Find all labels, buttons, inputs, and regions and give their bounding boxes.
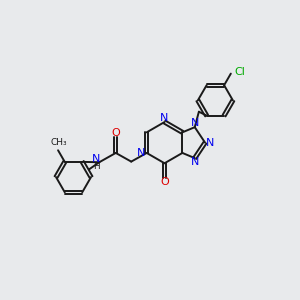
Text: N: N — [92, 154, 100, 164]
Text: O: O — [160, 177, 169, 187]
Text: N: N — [137, 148, 146, 158]
Text: O: O — [111, 128, 120, 138]
Text: H: H — [93, 162, 100, 171]
Text: N: N — [191, 118, 200, 128]
Text: CH₃: CH₃ — [50, 138, 67, 147]
Text: Cl: Cl — [234, 68, 245, 77]
Text: N: N — [191, 157, 200, 167]
Text: N: N — [206, 138, 214, 148]
Text: N: N — [160, 113, 169, 123]
